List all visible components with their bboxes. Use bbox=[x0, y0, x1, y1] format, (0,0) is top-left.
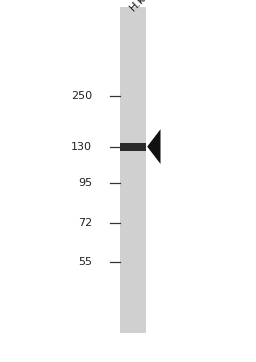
Text: 250: 250 bbox=[71, 91, 92, 101]
Bar bbox=[120, 7, 146, 333]
Text: 72: 72 bbox=[78, 218, 92, 228]
Bar bbox=[120, 143, 146, 151]
Text: 55: 55 bbox=[78, 257, 92, 268]
Text: 130: 130 bbox=[71, 142, 92, 152]
Text: H.kidney: H.kidney bbox=[127, 0, 169, 13]
Polygon shape bbox=[147, 129, 161, 164]
Text: 95: 95 bbox=[78, 178, 92, 188]
